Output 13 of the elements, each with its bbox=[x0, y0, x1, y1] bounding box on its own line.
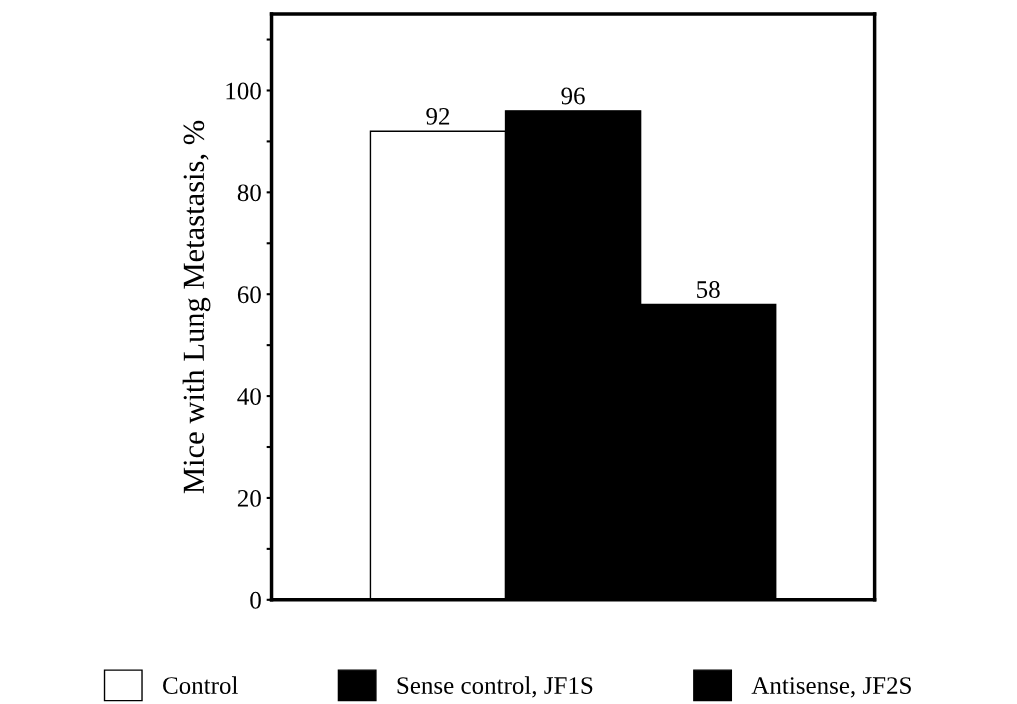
data-label: 92 bbox=[426, 107, 450, 125]
y-axis-title: Mice with Lung Metastasis, % bbox=[182, 120, 211, 494]
legend-label: Control bbox=[163, 676, 238, 694]
y-tick-label: 20 bbox=[237, 489, 261, 507]
legend-label: Antisense, JF2S bbox=[751, 677, 911, 698]
y-tick-label: 0 bbox=[250, 591, 261, 609]
y-tick-label: 80 bbox=[237, 184, 261, 202]
data-label: 96 bbox=[561, 87, 585, 105]
legend-label: Sense control, JF1S bbox=[397, 676, 593, 698]
y-tick-label: 100 bbox=[226, 82, 261, 100]
y-tick-label: 60 bbox=[237, 286, 261, 304]
y-tick-label: 40 bbox=[237, 388, 261, 405]
data-label: 58 bbox=[697, 281, 720, 298]
